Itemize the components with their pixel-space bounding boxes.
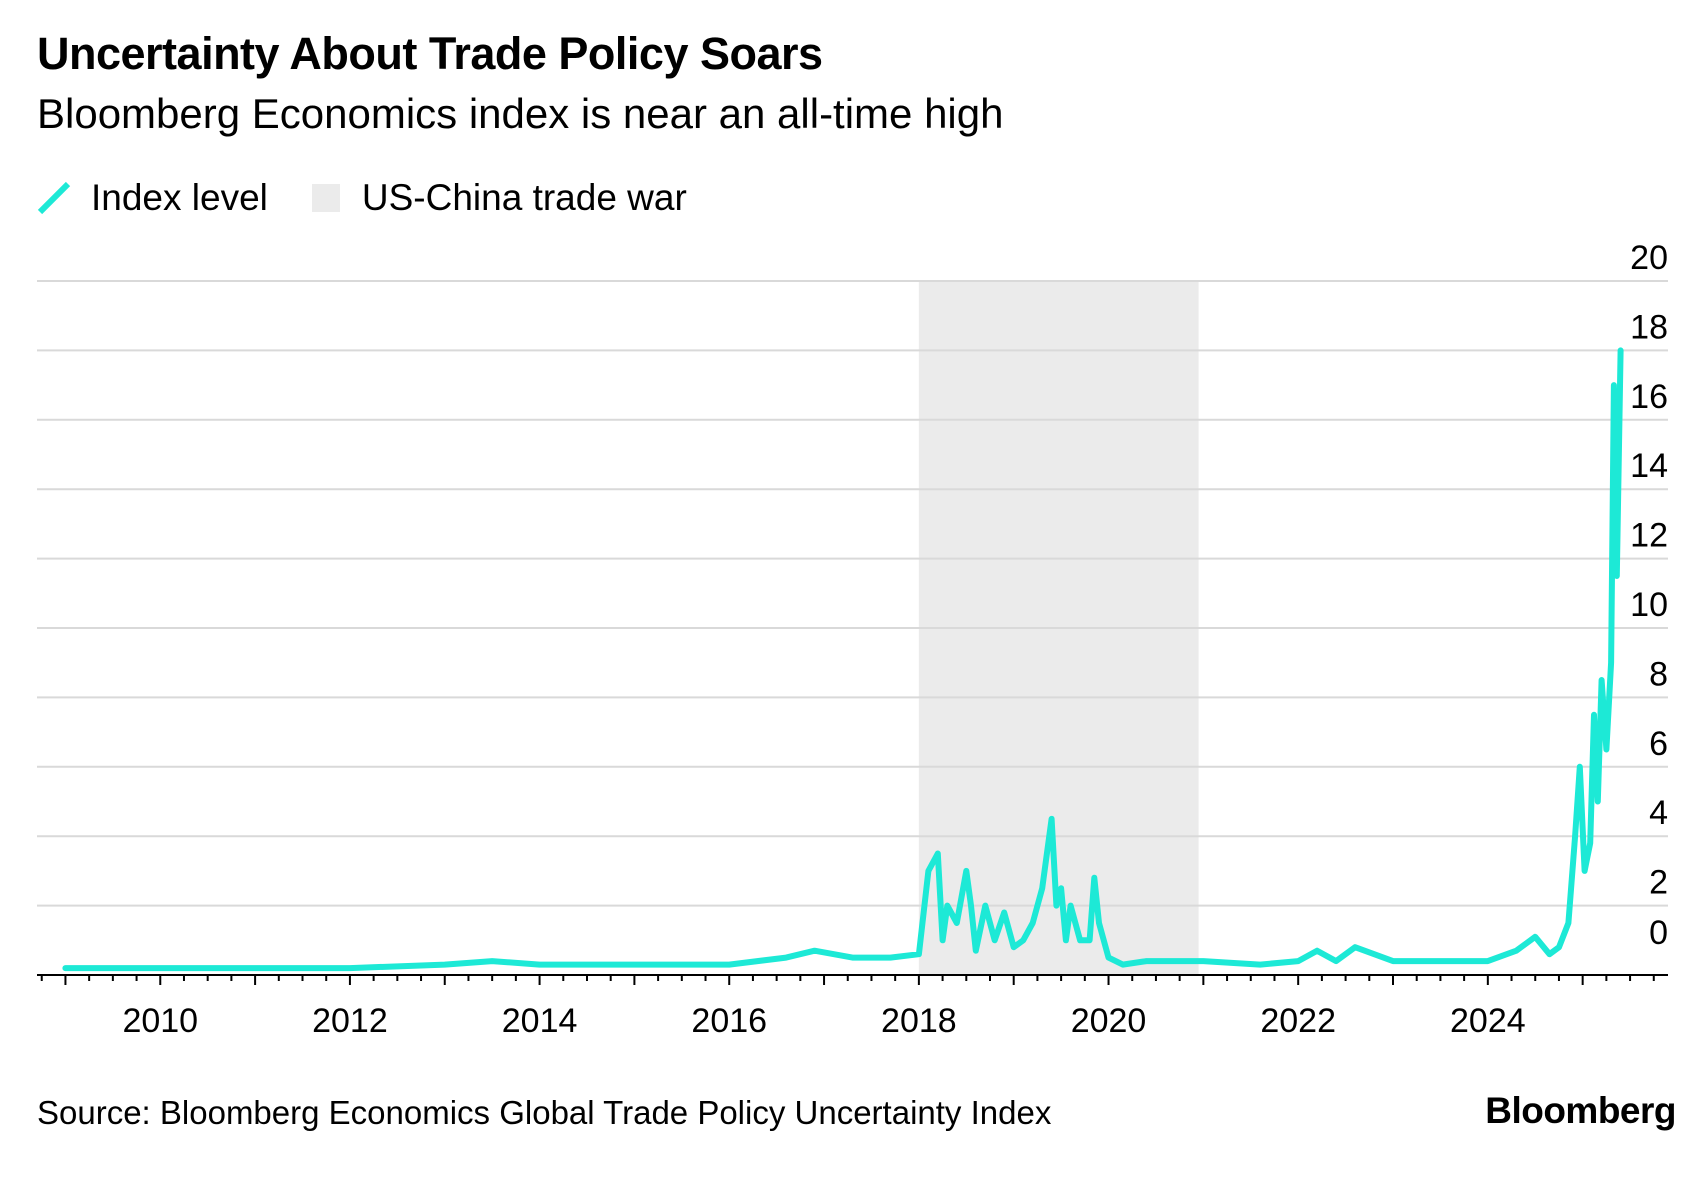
y-tick-label-18: 18 <box>1630 308 1668 346</box>
legend-label-index-level: Index level <box>91 177 268 218</box>
y-tick-label-12: 12 <box>1630 517 1668 555</box>
y-tick-label-20: 20 <box>1630 239 1668 277</box>
chart-subtitle: Bloomberg Economics index is near an all… <box>37 90 1004 137</box>
legend-shade-swatch <box>311 184 340 212</box>
series-line-1 <box>62 347 1624 972</box>
x-tick-label-2014: 2014 <box>502 1002 578 1040</box>
x-tick-label-2022: 2022 <box>1260 1002 1336 1040</box>
x-axis-labels: 2010 2012 2014 2016 2018 2020 2022 2024 <box>122 1002 1525 1040</box>
y-tick-label-4: 4 <box>1649 794 1668 832</box>
y-tick-label-6: 6 <box>1649 725 1668 763</box>
x-tick-label-2018: 2018 <box>881 1002 957 1040</box>
x-tick-label-2016: 2016 <box>691 1002 767 1040</box>
legend-label-trade-war: US-China trade war <box>361 177 687 218</box>
x-tick-label-2020: 2020 <box>1071 1002 1147 1040</box>
x-tick-label-2024: 2024 <box>1450 1002 1526 1040</box>
legend-item-trade-war: US-China trade war <box>311 177 687 219</box>
bloomberg-logo: Bloomberg <box>1485 1090 1676 1131</box>
x-axis <box>37 974 1668 985</box>
y-tick-label-2: 2 <box>1649 864 1668 902</box>
y-tick-label-0: 0 <box>1649 914 1668 952</box>
x-tick-label-2010: 2010 <box>122 1002 198 1040</box>
source-note: Source: Bloomberg Economics Global Trade… <box>37 1094 1052 1131</box>
legend-item-index-level: Index level <box>37 177 268 219</box>
y-tick-label-10: 10 <box>1630 586 1668 624</box>
gridlines <box>37 280 1668 907</box>
y-axis-labels: 0 2 4 6 8 10 12 14 16 18 20 <box>1630 239 1668 952</box>
y-tick-label-14: 14 <box>1630 447 1668 485</box>
legend-line-swatch <box>37 181 71 215</box>
chart-title: Uncertainty About Trade Policy Soars <box>37 28 823 79</box>
y-tick-label-8: 8 <box>1649 655 1668 693</box>
y-tick-label-16: 16 <box>1630 378 1668 416</box>
series-lines <box>62 347 1624 972</box>
legend: Index level US-China trade war <box>37 174 731 222</box>
x-tick-label-2012: 2012 <box>312 1002 388 1040</box>
